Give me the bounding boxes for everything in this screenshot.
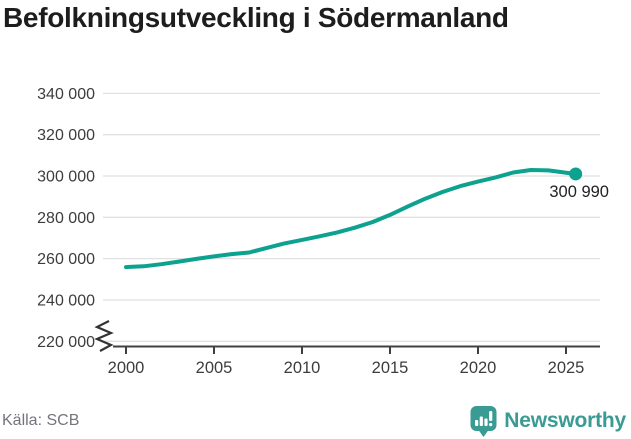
y-axis-tick-label: 300 000 [37, 169, 95, 186]
chart-title: Befolkningsutveckling i Södermanland [3, 2, 509, 33]
x-axis-tick-label: 2020 [460, 359, 497, 377]
brand-footer: Newsworthy [470, 404, 626, 438]
y-axis-tick-label: 320 000 [37, 127, 95, 144]
x-axis-tick-label: 2010 [284, 359, 321, 377]
end-point-marker [569, 167, 583, 181]
x-axis-tick-label: 2000 [108, 359, 145, 377]
y-axis-tick-label: 220 000 [37, 334, 95, 351]
population-line [124, 168, 578, 270]
x-axis-tick-label: 2025 [548, 359, 585, 377]
newsworthy-speech-bubble-bar-chart-icon [470, 405, 497, 437]
y-axis-tick-label: 340 000 [37, 86, 95, 103]
brand-wordmark: Newsworthy [504, 409, 626, 432]
end-value-label: 300 990 [549, 183, 609, 201]
x-axis-tick-label: 2005 [196, 359, 233, 377]
source-note: Källa: SCB [2, 412, 80, 429]
y-axis-tick-label: 260 000 [37, 251, 95, 268]
y-axis-tick-label: 240 000 [37, 292, 95, 309]
y-axis-tick-label: 280 000 [37, 210, 95, 227]
x-axis-tick-label: 2015 [372, 359, 409, 377]
axis-break-icon [94, 320, 114, 352]
